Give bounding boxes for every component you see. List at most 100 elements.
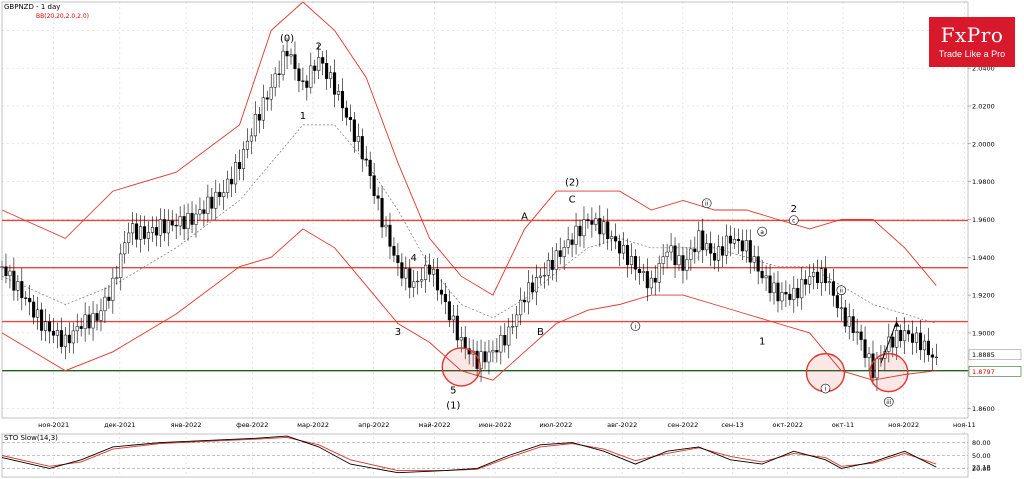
candle-body — [139, 226, 143, 240]
candle-body — [740, 240, 744, 252]
candle-body — [582, 219, 586, 237]
wave-circle — [701, 198, 712, 209]
candle-body — [154, 227, 158, 236]
candle-body — [926, 340, 930, 356]
candle-body — [891, 336, 895, 348]
candle-body — [669, 245, 673, 253]
candle-body — [530, 282, 535, 293]
stoch-k-line — [1, 435, 937, 474]
candle-body — [226, 178, 230, 193]
candle-body — [863, 339, 867, 358]
wave-label: 2 — [791, 204, 797, 215]
candle-body — [340, 91, 345, 109]
candle-body — [424, 264, 428, 280]
candle-body — [681, 255, 685, 271]
candle-body — [598, 218, 602, 235]
candle-body — [245, 140, 250, 150]
candle-body — [459, 337, 463, 341]
candle-body — [12, 270, 16, 291]
wave-circled-label: a — [760, 229, 764, 236]
candle-body — [578, 225, 582, 237]
y-tick-label: 1.9000 — [972, 329, 995, 337]
candle-body — [622, 245, 626, 254]
candle-body — [230, 178, 234, 185]
candle-body — [99, 310, 103, 321]
x-tick-label: июн-2022 — [479, 421, 512, 429]
candle-body — [20, 281, 24, 299]
support-price-tag — [968, 365, 1022, 377]
candle-body — [574, 225, 578, 245]
candle-body — [534, 277, 539, 293]
x-tick-label: фев-2022 — [236, 421, 268, 429]
candle-body — [752, 256, 756, 263]
candle-body — [170, 220, 174, 226]
candle-body — [673, 245, 677, 266]
candle-body — [40, 309, 44, 331]
candle-body — [420, 279, 424, 282]
candle-body — [131, 223, 135, 234]
candle-body — [550, 259, 554, 270]
candle-body — [388, 224, 392, 247]
candle-body — [911, 333, 915, 343]
candle-body — [253, 114, 257, 137]
candle-body — [384, 224, 388, 228]
wave-label: (0) — [280, 34, 294, 45]
y-tick-label: 2.0400 — [972, 65, 995, 73]
candle-body — [273, 73, 277, 88]
candle-body — [83, 314, 87, 329]
candle-body — [507, 326, 511, 346]
x-tick-label: июл-2022 — [540, 421, 573, 429]
candle-body — [293, 54, 297, 70]
candle-body — [831, 281, 835, 296]
candle-body — [697, 230, 701, 253]
bb-lower-line — [1, 228, 937, 381]
candle-body — [59, 330, 63, 347]
candle-body — [756, 256, 760, 272]
candle-body — [705, 243, 709, 251]
candle-body — [400, 262, 404, 279]
candle-body — [364, 158, 368, 161]
candle-body — [614, 236, 618, 242]
wave-label: (1) — [446, 401, 460, 412]
candle-body — [907, 330, 911, 335]
candle-body — [594, 218, 598, 225]
candle-body — [899, 330, 903, 342]
x-tick-label: ноя-2021 — [38, 421, 69, 429]
candle-body — [368, 159, 372, 176]
wave-circled-label: i — [635, 323, 637, 330]
candle-body — [788, 293, 792, 300]
candle-body — [523, 299, 527, 303]
candle-body — [515, 314, 519, 327]
arrow-head — [893, 321, 900, 327]
candle-body — [677, 255, 681, 266]
candle-body — [776, 282, 780, 302]
wave-label: C — [569, 194, 576, 205]
candle-body — [713, 253, 717, 261]
candle-body — [55, 330, 59, 336]
candle-body — [142, 226, 147, 239]
brand-tagline: Trade Like a Pro — [938, 49, 1006, 59]
wave-circle — [820, 383, 831, 394]
candle-body — [748, 240, 752, 263]
candle-body — [519, 299, 523, 316]
candle-body — [685, 259, 689, 271]
candle-body — [590, 220, 594, 225]
candle-body — [819, 268, 824, 284]
candle-body — [103, 296, 107, 312]
candle-body — [4, 266, 8, 277]
candle-body — [661, 256, 665, 264]
candle-body — [206, 196, 210, 214]
x-tick-label: янв-2022 — [171, 421, 202, 429]
candle-body — [784, 292, 788, 295]
candle-body — [689, 248, 693, 260]
candle-body — [859, 331, 863, 340]
candle-body — [816, 271, 820, 284]
candle-body — [174, 224, 178, 227]
wave-label: 5 — [450, 385, 456, 396]
candle-body — [827, 281, 831, 284]
plot-frame — [1, 1, 969, 419]
candle-body — [709, 243, 713, 254]
candle-body — [352, 119, 356, 142]
candle-body — [313, 65, 317, 71]
